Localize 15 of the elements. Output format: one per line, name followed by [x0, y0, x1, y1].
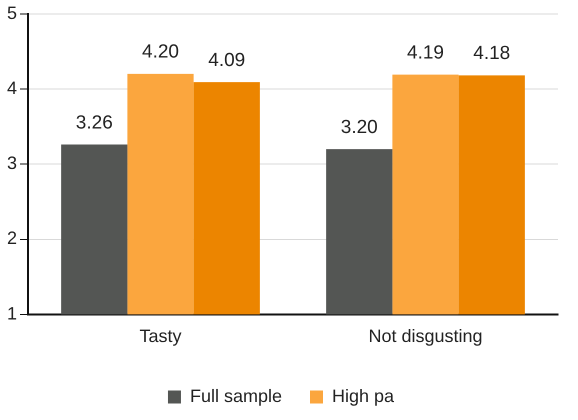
y-tick-label: 1	[6, 303, 18, 324]
legend-label: High pa	[332, 386, 396, 406]
x-tick-label: Tasty	[140, 326, 182, 346]
data-label: 3.26	[76, 112, 113, 134]
y-tick-label: 2	[6, 228, 18, 248]
y-tick-label: 4	[6, 78, 18, 98]
data-label: 4.19	[407, 42, 444, 64]
data-label: 4.20	[142, 42, 179, 63]
data-label: 3.20	[340, 116, 378, 138]
data-label: 4.18	[473, 43, 510, 64]
y-tick-label: 3	[6, 153, 18, 174]
legend-label: Full sample	[190, 386, 282, 406]
data-label: 4.09	[208, 50, 246, 71]
y-tick-label: 5	[6, 2, 18, 23]
x-tick-label: Not disgusting	[368, 326, 483, 346]
